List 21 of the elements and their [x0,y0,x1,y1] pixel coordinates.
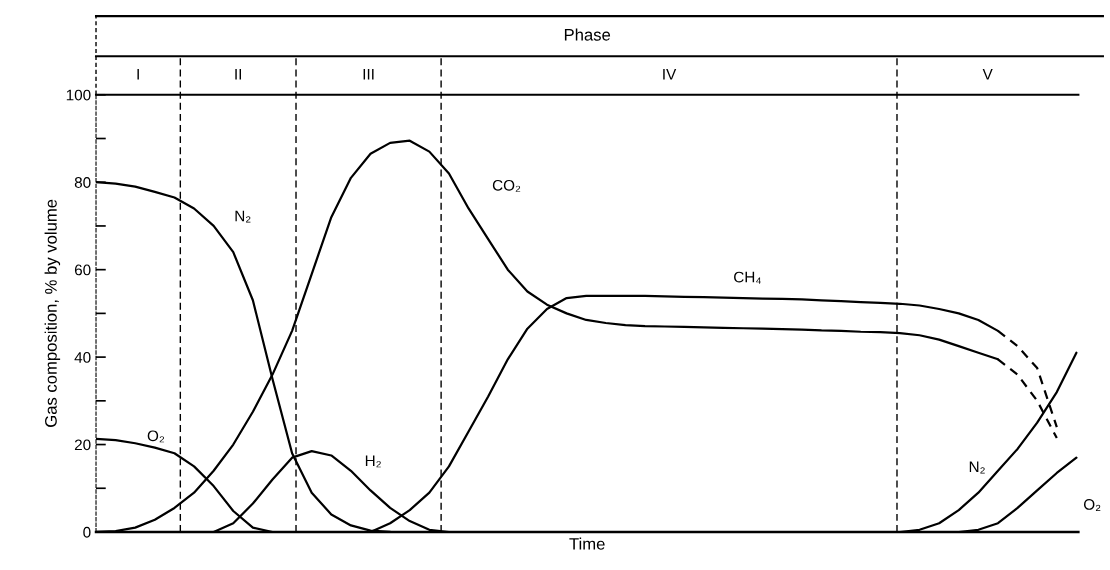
text: I [137,68,139,80]
text: V [982,68,993,80]
y-tick-label: 60 [74,264,91,276]
y-axis-title: Gas composition, % by volume [44,199,61,427]
text: IV [663,68,677,80]
y-tick-label: 40 [74,351,91,363]
series-label: CO₂ [492,179,521,192]
y-tick-label: 20 [74,439,91,451]
series-label: O₂ [147,430,165,443]
text: II [235,68,242,80]
chart-title: Phase [564,28,611,41]
text: III [363,68,374,80]
series-label: CH₄ [734,271,761,284]
series-label: N₂ [235,210,251,223]
series-label: H₂ [365,455,381,468]
text: O₂ [1083,499,1101,512]
y-tick-label: 100 [66,89,91,101]
y-tick-label: 80 [74,177,91,188]
series-label: N₂ [969,461,985,474]
y-tick-label: 0 [83,526,91,538]
x-axis-title: Time [569,537,605,550]
